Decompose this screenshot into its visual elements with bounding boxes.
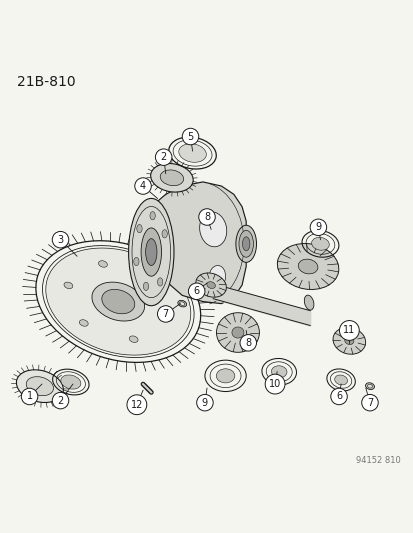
Text: 9: 9	[202, 398, 207, 408]
Text: 6: 6	[335, 391, 341, 401]
Ellipse shape	[136, 224, 142, 233]
Ellipse shape	[161, 230, 167, 238]
Circle shape	[135, 178, 151, 195]
Circle shape	[339, 320, 358, 341]
Circle shape	[182, 128, 198, 145]
Text: 8: 8	[244, 338, 251, 348]
Ellipse shape	[199, 212, 226, 247]
Ellipse shape	[46, 248, 190, 355]
Text: 2: 2	[160, 152, 166, 162]
Text: 8: 8	[204, 212, 209, 222]
Text: 9: 9	[315, 222, 320, 232]
Ellipse shape	[17, 370, 63, 402]
Ellipse shape	[179, 302, 184, 305]
Ellipse shape	[129, 336, 138, 342]
Ellipse shape	[141, 228, 161, 276]
Ellipse shape	[26, 377, 53, 395]
Ellipse shape	[195, 273, 226, 297]
Ellipse shape	[133, 257, 139, 265]
Ellipse shape	[231, 327, 243, 338]
Circle shape	[309, 219, 326, 236]
Circle shape	[196, 394, 213, 411]
Ellipse shape	[365, 383, 373, 390]
Circle shape	[52, 392, 69, 409]
Ellipse shape	[145, 239, 157, 265]
Ellipse shape	[206, 281, 215, 288]
Text: 11: 11	[342, 326, 355, 335]
Circle shape	[240, 335, 256, 351]
Text: 5: 5	[187, 132, 193, 142]
Text: 4: 4	[140, 181, 146, 191]
Text: 12: 12	[131, 400, 143, 410]
Ellipse shape	[344, 337, 353, 344]
Circle shape	[330, 388, 347, 405]
Text: 94152 810: 94152 810	[355, 456, 400, 465]
Ellipse shape	[98, 261, 107, 267]
Ellipse shape	[148, 277, 157, 284]
Ellipse shape	[92, 282, 144, 321]
Text: 10: 10	[268, 379, 280, 389]
Ellipse shape	[216, 369, 234, 383]
Ellipse shape	[64, 282, 73, 289]
Ellipse shape	[216, 313, 259, 352]
Ellipse shape	[157, 278, 162, 286]
Ellipse shape	[271, 366, 286, 378]
Ellipse shape	[277, 244, 338, 289]
Ellipse shape	[178, 144, 206, 163]
Ellipse shape	[242, 237, 249, 251]
Ellipse shape	[304, 295, 313, 310]
Ellipse shape	[367, 384, 372, 388]
Circle shape	[155, 149, 171, 165]
Ellipse shape	[178, 300, 186, 307]
Ellipse shape	[209, 265, 225, 288]
Circle shape	[52, 231, 69, 248]
Text: 21B-810: 21B-810	[17, 75, 76, 88]
Circle shape	[157, 306, 173, 322]
Ellipse shape	[61, 375, 81, 389]
Ellipse shape	[143, 282, 148, 290]
Ellipse shape	[332, 327, 365, 354]
Text: 7: 7	[162, 309, 169, 319]
Text: 2: 2	[57, 395, 64, 406]
Circle shape	[188, 283, 204, 300]
Text: 3: 3	[57, 235, 64, 245]
Ellipse shape	[334, 375, 347, 385]
Circle shape	[198, 209, 215, 225]
Ellipse shape	[164, 314, 172, 321]
Circle shape	[21, 388, 38, 405]
Text: 7: 7	[366, 398, 372, 408]
PathPatch shape	[151, 182, 246, 304]
Ellipse shape	[79, 320, 88, 326]
Circle shape	[265, 374, 284, 394]
Ellipse shape	[160, 170, 183, 185]
Ellipse shape	[311, 237, 328, 250]
Ellipse shape	[102, 289, 135, 314]
Text: 1: 1	[26, 391, 33, 401]
Ellipse shape	[297, 259, 317, 274]
Ellipse shape	[238, 230, 253, 257]
Circle shape	[127, 395, 146, 415]
Ellipse shape	[150, 212, 155, 220]
Ellipse shape	[235, 225, 256, 262]
Ellipse shape	[150, 164, 193, 192]
Ellipse shape	[128, 198, 173, 306]
Circle shape	[361, 394, 377, 411]
Text: 6: 6	[193, 286, 199, 296]
